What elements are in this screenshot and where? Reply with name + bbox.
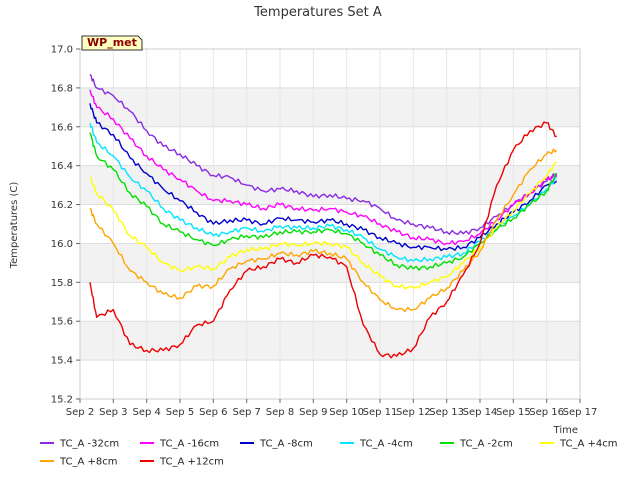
y-tick-label: 16.2: [51, 200, 73, 211]
y-tick-label: 17.0: [51, 45, 73, 56]
x-axis-title: Time: [553, 425, 578, 436]
y-tick-label: 16.0: [51, 239, 73, 250]
chart-title: Temperatures Set A: [253, 5, 382, 20]
y-tick-label: 15.2: [51, 395, 73, 406]
y-axis-title: Temperatures (C): [9, 182, 20, 270]
x-tick-label: Sep 3: [99, 407, 127, 418]
series-lines: [89, 73, 558, 359]
background-band: [80, 321, 580, 361]
x-tick-label: Sep 9: [299, 407, 327, 418]
series-line: [89, 121, 557, 359]
x-tick-label: Sep 8: [266, 407, 294, 418]
legend-label: TC_A -2cm: [459, 439, 513, 450]
y-tick-label: 16.4: [51, 161, 73, 172]
y-tick-label: 15.6: [51, 317, 73, 328]
site-label-text: WP_met: [87, 36, 137, 49]
series-line: [89, 148, 558, 313]
background-band: [80, 165, 580, 205]
x-tick-label: Sep 17: [563, 407, 598, 418]
legend-label: TC_A -16cm: [159, 439, 219, 450]
legend-label: TC_A -8cm: [259, 439, 313, 450]
legend-label: TC_A -4cm: [359, 439, 413, 450]
legend-label: TC_A +12cm: [159, 457, 224, 468]
series-line: [89, 122, 557, 263]
x-tick-label: Sep 14: [463, 407, 498, 418]
site-label-badge: WP_met: [81, 35, 143, 51]
x-tick-label: Sep 7: [232, 407, 260, 418]
legend-label: TC_A +8cm: [59, 457, 118, 468]
x-tick-label: Sep 2: [66, 407, 94, 418]
x-tick-label: Sep 12: [396, 407, 431, 418]
y-tick-label: 16.6: [51, 122, 73, 133]
x-tick-label: Sep 11: [363, 407, 398, 418]
legend: TC_A -32cm TC_A -16cm TC_A -8cm TC_A -4cm TC…: [40, 439, 618, 468]
y-tick-label: 16.8: [51, 83, 73, 94]
background-band: [80, 87, 580, 127]
legend-label: TC_A +4cm: [559, 439, 618, 450]
series-line: [89, 73, 558, 236]
legend-label: TC_A -32cm: [59, 439, 119, 450]
x-tick-label: Sep 13: [429, 407, 464, 418]
x-tick-label: Sep 4: [132, 407, 160, 418]
y-axis-ticks: 15.2 15.4 15.6 15.8 16.0 16.2 16.4 16.6 16.8 17.0: [51, 45, 80, 406]
y-tick-label: 15.4: [51, 356, 73, 367]
x-tick-label: Sep 15: [496, 407, 531, 418]
plot-area-border: [79, 48, 581, 400]
background-band: [80, 243, 580, 283]
x-tick-label: Sep 16: [529, 407, 564, 418]
site-label-background: [81, 35, 143, 51]
x-tick-label: Sep 10: [329, 407, 364, 418]
x-tick-label: Sep 6: [199, 407, 227, 418]
y-tick-label: 15.8: [51, 278, 73, 289]
series-line: [89, 89, 558, 246]
x-axis-ticks: Sep 2 Sep 3 Sep 4 Sep 5 Sep 6 Sep 7 Sep 8 Sep 9…: [66, 399, 598, 418]
series-line: [89, 132, 557, 271]
x-tick-label: Sep 5: [166, 407, 194, 418]
